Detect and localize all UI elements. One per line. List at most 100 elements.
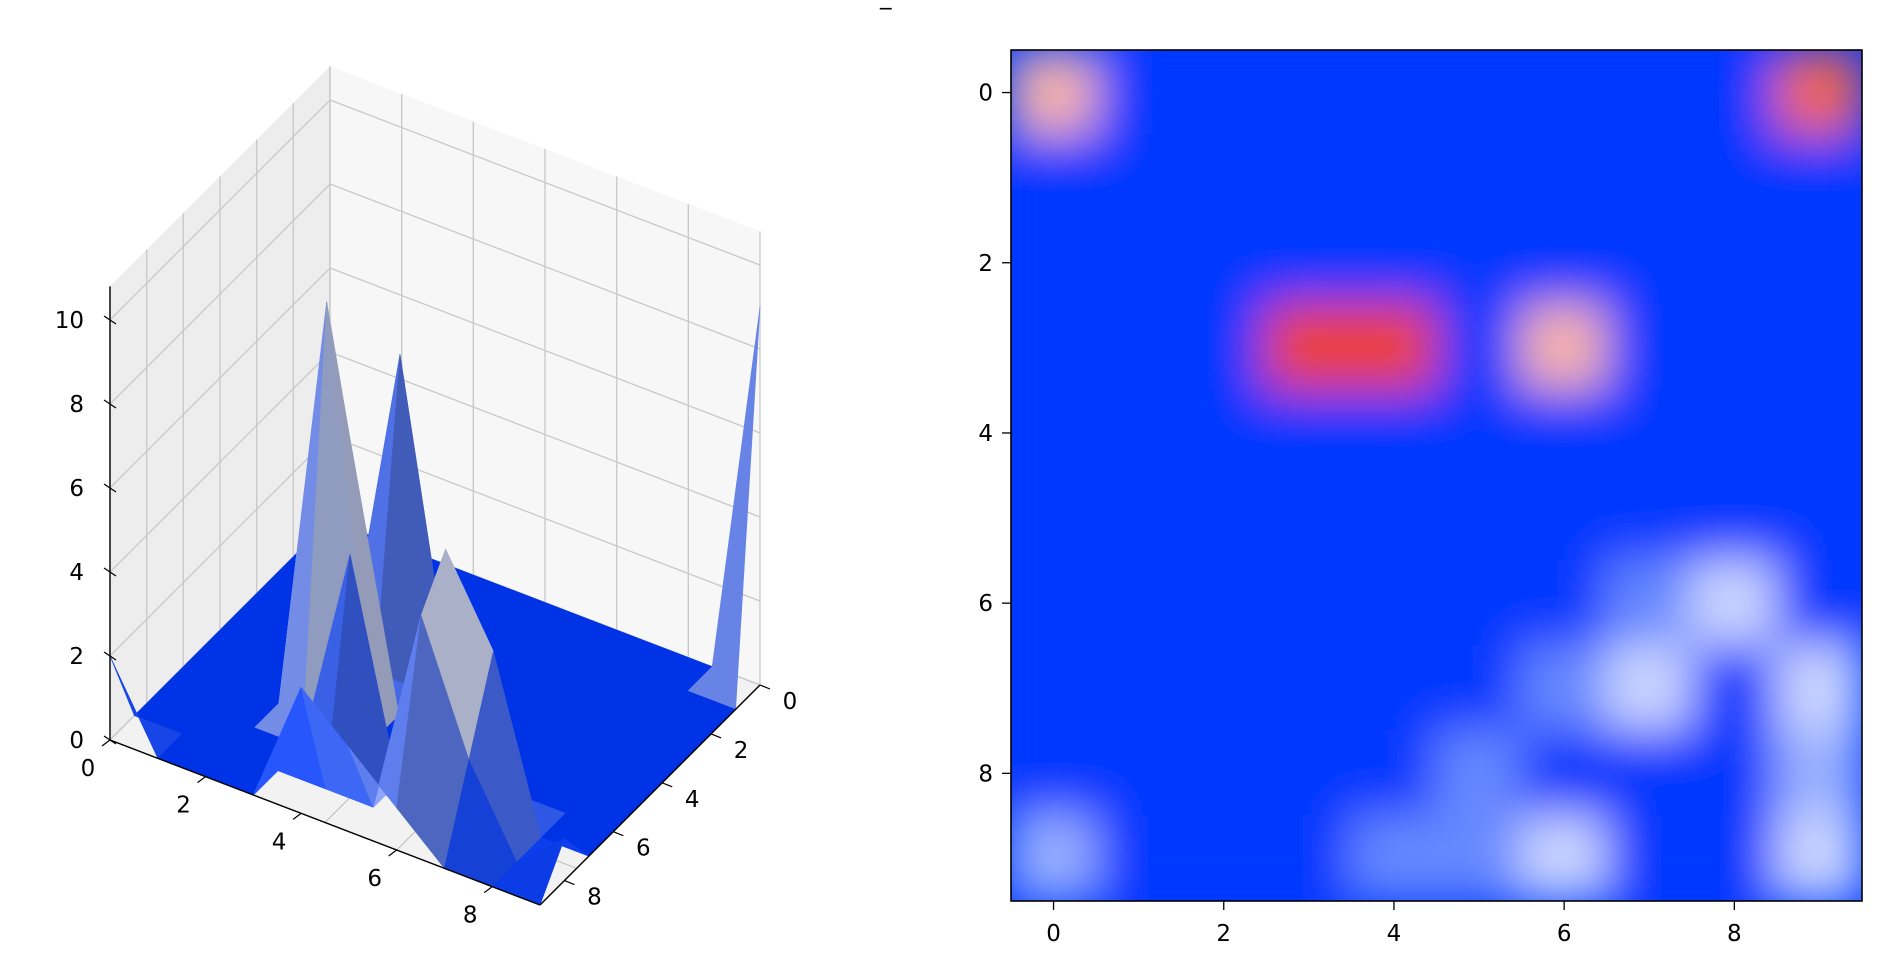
heatmap-cell xyxy=(1605,559,1693,647)
heatmap-cell xyxy=(1011,474,1098,562)
heatmap-cell xyxy=(1775,134,1862,222)
heatmap-cell xyxy=(1095,134,1183,222)
surface-axes: 0 2 4 6 8 0 2 4 6 8 0 2 4 6 8 10 xyxy=(55,286,798,929)
heatmap-cell xyxy=(1265,389,1353,477)
heatmap-cell xyxy=(1605,389,1693,477)
heatmap-cell xyxy=(1011,389,1098,477)
heatmap-cell xyxy=(1095,389,1183,477)
z-tick xyxy=(103,315,117,325)
x-tick-label: 8 xyxy=(463,903,478,929)
heatmap-cell xyxy=(1265,474,1353,562)
heatmap-cell xyxy=(1011,559,1098,647)
heatmap-cell xyxy=(1435,474,1523,562)
heatmap-x-tick-label: 0 xyxy=(1046,921,1061,947)
heatmap-cell xyxy=(1690,304,1778,392)
heatmap-cell xyxy=(1350,729,1438,817)
y-tick-label: 4 xyxy=(685,787,700,813)
heatmap-cell xyxy=(1095,304,1183,392)
gridline xyxy=(109,183,761,405)
heatmap-cell xyxy=(1350,559,1438,647)
heatmap-y-tick-label: 8 xyxy=(978,761,993,787)
heatmap-cell xyxy=(1605,729,1693,817)
heatmap-cell xyxy=(1095,219,1183,307)
heatmap-cell xyxy=(1690,50,1778,137)
heatmap-cell xyxy=(1605,219,1693,307)
heatmap-cell xyxy=(1605,474,1693,562)
heatmap-cell xyxy=(1690,814,1778,901)
heatmap-cell xyxy=(1265,729,1353,817)
z-tick-label: 6 xyxy=(69,476,84,502)
heatmap-cell xyxy=(1690,134,1778,222)
z-tick-label: 10 xyxy=(55,308,84,334)
y-tick xyxy=(759,684,771,690)
gridline xyxy=(109,267,761,489)
y-tick xyxy=(564,879,575,886)
heatmap-cell xyxy=(1690,219,1778,307)
heatmap-cell xyxy=(1180,559,1268,647)
heatmap-cell xyxy=(1520,559,1608,647)
y-tick xyxy=(661,782,673,788)
heatmap-cell xyxy=(1435,134,1523,222)
gridline xyxy=(109,99,761,321)
heatmap-chart: 0 2 4 6 8 0 2 4 6 8 xyxy=(978,49,1863,947)
heatmap-frame xyxy=(1010,49,1863,902)
heatmap-cell xyxy=(1775,644,1862,732)
heatmap-cell xyxy=(1095,559,1183,647)
z-tick xyxy=(103,483,117,493)
heatmap-cell xyxy=(1775,729,1862,817)
x-tick xyxy=(388,849,398,857)
heatmap-cell xyxy=(1435,304,1523,392)
heatmap-cell xyxy=(1605,50,1693,137)
z-tick xyxy=(103,567,117,577)
heatmap-x-tick-label: 6 xyxy=(1557,921,1572,947)
heatmap-cell xyxy=(1350,304,1438,392)
z-tick-label: 2 xyxy=(69,644,84,670)
heatmap-cell xyxy=(1435,644,1523,732)
heatmap-cell xyxy=(1180,729,1268,817)
heatmap-cell xyxy=(1350,389,1438,477)
heatmap-cell xyxy=(1690,729,1778,817)
x-tick-label: 0 xyxy=(81,756,96,782)
heatmap-cell xyxy=(1180,134,1268,222)
z-tick xyxy=(103,651,117,661)
heatmap-cell xyxy=(1350,219,1438,307)
heatmap-cell xyxy=(1520,814,1608,901)
heatmap-cell xyxy=(1520,389,1608,477)
heatmap-x-tick-label: 2 xyxy=(1216,921,1231,947)
heatmap-cell xyxy=(1520,474,1608,562)
y-tick-label: 6 xyxy=(636,836,651,862)
heatmap-cell xyxy=(1350,814,1438,901)
x-axis-line xyxy=(109,739,541,906)
y-tick-label: 0 xyxy=(783,689,798,715)
heatmap-cell xyxy=(1520,304,1608,392)
y-axis-line xyxy=(539,684,761,906)
figure-caption: _ xyxy=(880,0,892,10)
heatmap-cell xyxy=(1265,50,1353,137)
heatmap-cell xyxy=(1775,814,1862,901)
heatmap-cell xyxy=(1775,304,1862,392)
heatmap-cell xyxy=(1435,729,1523,817)
heatmap-cell xyxy=(1775,559,1862,647)
y-tick-label: 2 xyxy=(734,738,749,764)
heatmap-x-tick-label: 4 xyxy=(1387,921,1402,947)
heatmap-cell xyxy=(1605,134,1693,222)
x-tick xyxy=(101,739,111,747)
heatmap-cell xyxy=(1265,219,1353,307)
z-tick-label: 8 xyxy=(69,392,84,418)
heatmap-y-tick-label: 2 xyxy=(978,251,993,277)
heatmap-cell xyxy=(1435,814,1523,901)
heatmap-cell xyxy=(1775,50,1862,137)
heatmap-axes: 0 2 4 6 8 0 2 4 6 8 xyxy=(978,81,1741,947)
heatmap-cell xyxy=(1095,474,1183,562)
y-tick xyxy=(710,733,722,739)
heatmap-cell xyxy=(1520,644,1608,732)
heatmap-cell xyxy=(1775,219,1862,307)
heatmap-cell xyxy=(1350,134,1438,222)
heatmap-cell xyxy=(1095,814,1183,901)
heatmap-cell xyxy=(1775,389,1862,477)
heatmap-cell xyxy=(1350,50,1438,137)
heatmap-cell xyxy=(1435,219,1523,307)
heatmap-cell xyxy=(1265,814,1353,901)
x-tick xyxy=(483,886,493,894)
